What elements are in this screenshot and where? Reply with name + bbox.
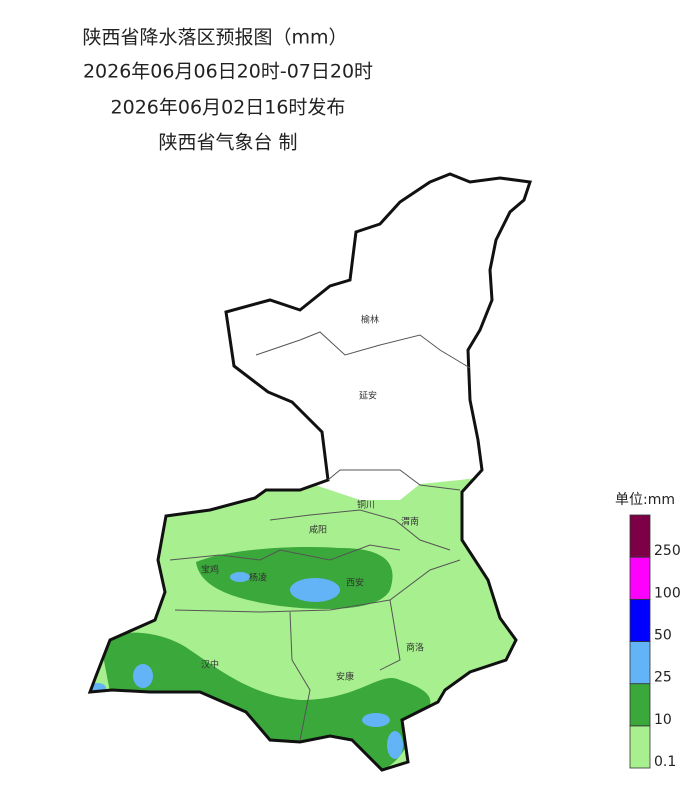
legend-swatch bbox=[629, 683, 651, 727]
legend-swatch bbox=[629, 598, 651, 642]
city-label: 汉中 bbox=[201, 659, 219, 671]
legend-title: 单位:mm bbox=[615, 492, 675, 508]
city-label: 榆林 bbox=[361, 314, 379, 326]
city-label: 安康 bbox=[336, 671, 354, 683]
period: 2026年06月06日20时-07日20时 bbox=[83, 61, 373, 83]
city-label: 渭南 bbox=[401, 516, 419, 528]
legend-label: 50 bbox=[654, 628, 672, 644]
city-label: 西安 bbox=[346, 577, 364, 589]
legend-label: 100 bbox=[654, 585, 681, 601]
legend-swatch bbox=[629, 514, 651, 558]
city-label: 商洛 bbox=[406, 642, 424, 654]
city-borders bbox=[169, 331, 471, 741]
legend-swatch bbox=[629, 641, 651, 685]
legend-label: 25 bbox=[654, 670, 672, 686]
city-label: 杨凌 bbox=[249, 572, 267, 584]
titles: 陕西省降水落区预报图（mm） 2026年06月06日20时-07日20时 202… bbox=[82, 27, 373, 154]
legend: 单位:mm 0.1 10 25 50 100 250 bbox=[615, 492, 681, 770]
legend-swatch bbox=[629, 556, 651, 600]
issued: 2026年06月02日16时发布 bbox=[111, 97, 346, 119]
legend-label: 250 bbox=[654, 543, 681, 559]
legend-label: 10 bbox=[654, 712, 672, 728]
rain-areas bbox=[90, 174, 530, 770]
issuer: 陕西省气象台 制 bbox=[158, 132, 297, 154]
city-label: 铜川 bbox=[357, 499, 375, 511]
city-label: 咸阳 bbox=[309, 524, 327, 536]
legend-label: 0.1 bbox=[654, 754, 676, 770]
title: 陕西省降水落区预报图（mm） bbox=[82, 27, 347, 49]
city-label: 延安 bbox=[359, 390, 377, 402]
legend-swatch bbox=[629, 725, 651, 769]
city-label: 宝鸡 bbox=[201, 564, 219, 576]
